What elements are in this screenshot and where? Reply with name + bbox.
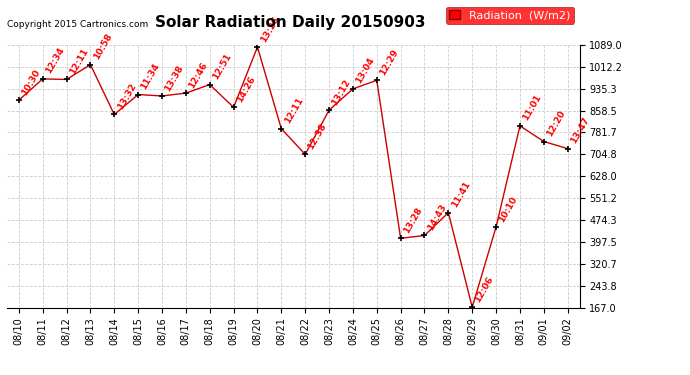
Text: 11:41: 11:41 <box>450 180 472 209</box>
Text: 11:34: 11:34 <box>139 62 161 91</box>
Text: 12:06: 12:06 <box>473 274 495 304</box>
Text: 12:11: 12:11 <box>282 96 304 125</box>
Text: 13:04: 13:04 <box>354 56 376 86</box>
Text: 12:20: 12:20 <box>545 109 567 138</box>
Text: 12:11: 12:11 <box>68 47 90 76</box>
Text: 10:10: 10:10 <box>497 195 520 224</box>
Text: 13:12: 13:12 <box>331 78 353 107</box>
Text: 14:43: 14:43 <box>426 202 448 232</box>
Text: 10:30: 10:30 <box>20 68 42 97</box>
Text: 13:28: 13:28 <box>402 206 424 235</box>
Text: 11:01: 11:01 <box>521 93 543 123</box>
Text: 10:58: 10:58 <box>92 32 114 61</box>
Text: 12:38: 12:38 <box>306 122 328 151</box>
Text: 12:34: 12:34 <box>44 46 66 75</box>
Text: Copyright 2015 Cartronics.com: Copyright 2015 Cartronics.com <box>7 20 148 29</box>
Text: 12:46: 12:46 <box>187 60 209 90</box>
Text: 12:51: 12:51 <box>211 52 233 81</box>
Text: 12:29: 12:29 <box>378 48 400 77</box>
Text: 13:47: 13:47 <box>569 116 591 145</box>
Text: 13:26: 13:26 <box>259 14 281 44</box>
Text: 13:32: 13:32 <box>115 82 137 111</box>
Text: Solar Radiation Daily 20150903: Solar Radiation Daily 20150903 <box>155 15 425 30</box>
Text: 13:38: 13:38 <box>164 63 186 93</box>
Legend: Radiation  (W/m2): Radiation (W/m2) <box>446 7 574 24</box>
Text: 14:26: 14:26 <box>235 75 257 104</box>
